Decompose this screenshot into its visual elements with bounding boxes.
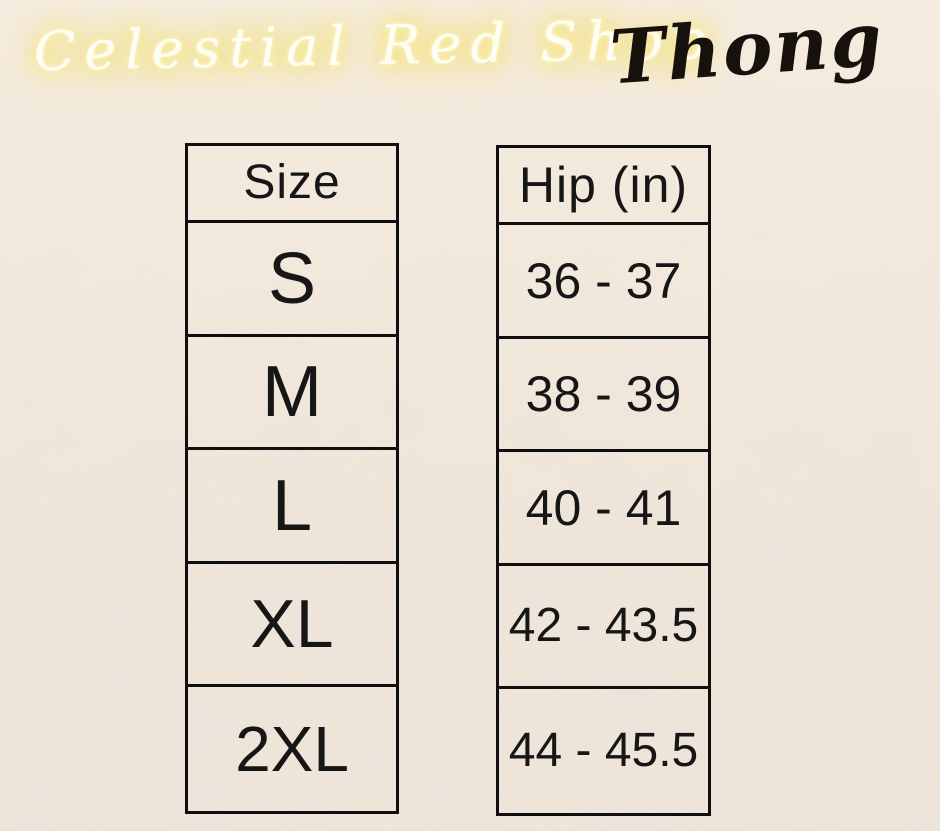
hip-cell-l: 40 - 41 — [496, 449, 711, 566]
hip-cell-2xl: 44 - 45.5 — [496, 686, 711, 816]
product-title: Thong — [607, 0, 887, 102]
size-cell-l: L — [185, 447, 399, 564]
hip-column-header: Hip (in) — [496, 145, 711, 225]
hip-column-table: Hip (in) 36 - 37 38 - 39 40 - 41 42 - 43… — [496, 145, 711, 816]
size-cell-m: M — [185, 334, 399, 450]
size-column-table: Size S M L XL 2XL — [185, 143, 399, 814]
size-column-header: Size — [185, 143, 399, 223]
hip-cell-xl: 42 - 43.5 — [496, 563, 711, 689]
hip-cell-s: 36 - 37 — [496, 222, 711, 339]
size-cell-xl: XL — [185, 561, 399, 687]
size-cell-s: S — [185, 220, 399, 337]
size-cell-2xl: 2XL — [185, 684, 399, 814]
hip-cell-m: 38 - 39 — [496, 336, 711, 452]
